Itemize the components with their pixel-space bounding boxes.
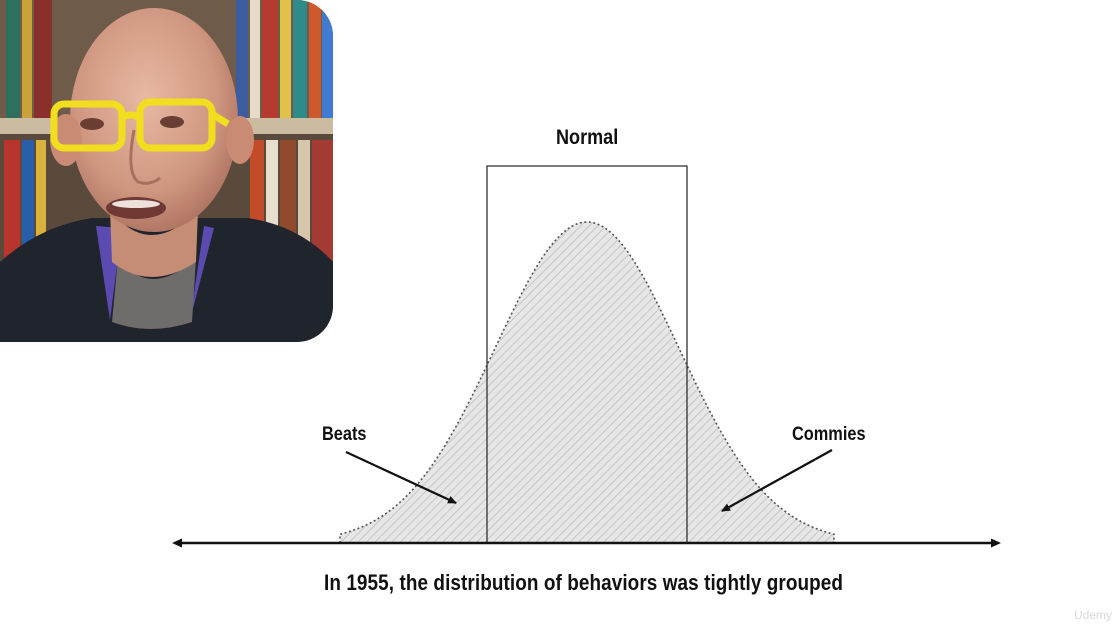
glasses (50, 98, 230, 152)
commies-label: Commies (792, 424, 866, 445)
diagram-title: Normal (556, 126, 619, 149)
presenter-video (0, 0, 333, 342)
beats-arrow (345, 451, 457, 504)
bell-curve (339, 221, 835, 544)
commies-arrow (721, 449, 833, 512)
diagram-caption: In 1955, the distribution of behaviors w… (324, 570, 844, 595)
presenter-head (70, 8, 238, 232)
x-axis (172, 538, 1001, 548)
udemy-watermark: Udemy (1073, 608, 1112, 622)
presenter-image (0, 0, 333, 342)
beats-label: Beats (322, 424, 367, 445)
